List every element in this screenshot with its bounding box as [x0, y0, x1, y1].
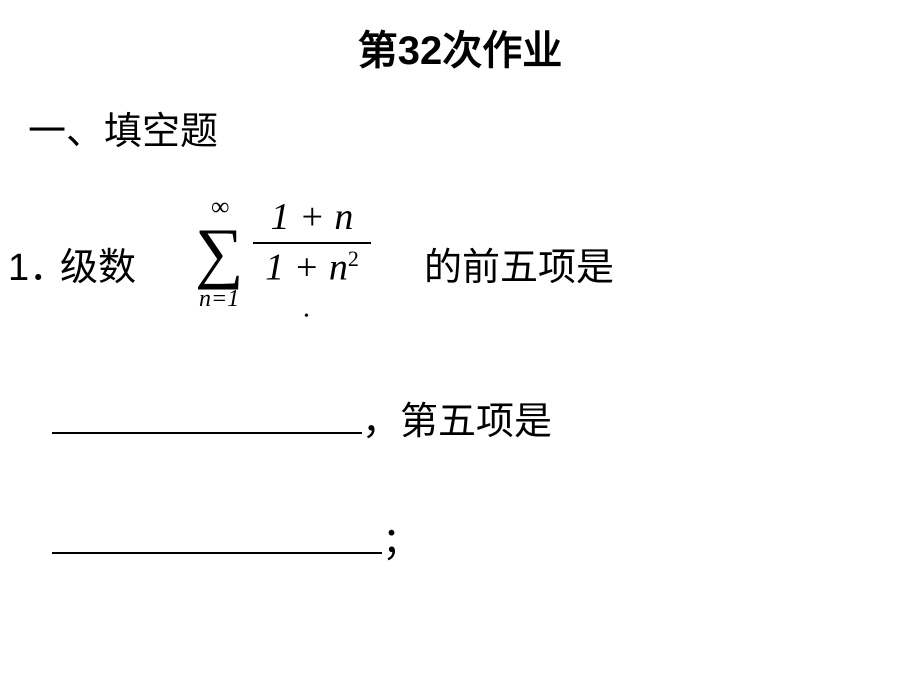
answer-line-2-row: ； — [52, 510, 420, 565]
summation-formula: ∞ ∑ n=1 1 + n 1 + n2 — [195, 186, 395, 336]
semicolon: ； — [382, 521, 420, 563]
fraction-denominator: 1 + n2 — [247, 246, 377, 287]
fraction: 1 + n 1 + n2 — [247, 198, 377, 287]
question-1-row: 1． 级数 ∞ ∑ n=1 1 + n 1 + n2 的前五项是 — [0, 216, 920, 346]
fraction-numerator: 1 + n — [247, 198, 377, 240]
page-title: 第32次作业 — [0, 0, 920, 76]
sigma-symbol: ∑ — [195, 218, 243, 286]
sigma-lower-limit: n=1 — [199, 286, 239, 313]
fill-blank-1[interactable] — [52, 432, 362, 434]
question-prefix: 级数 — [60, 236, 136, 291]
answer-line-1-row: ，第五项是 — [52, 390, 552, 445]
after-blank-1-text: 第五项是 — [400, 401, 552, 443]
fraction-bar — [253, 242, 371, 244]
fill-blank-2[interactable] — [52, 552, 382, 554]
decorative-dot: • — [304, 309, 309, 325]
question-number: 1． — [8, 236, 67, 291]
comma-1: ， — [362, 401, 400, 443]
section-heading: 一、填空题 — [28, 100, 218, 155]
question-middle-text: 的前五项是 — [424, 236, 614, 291]
